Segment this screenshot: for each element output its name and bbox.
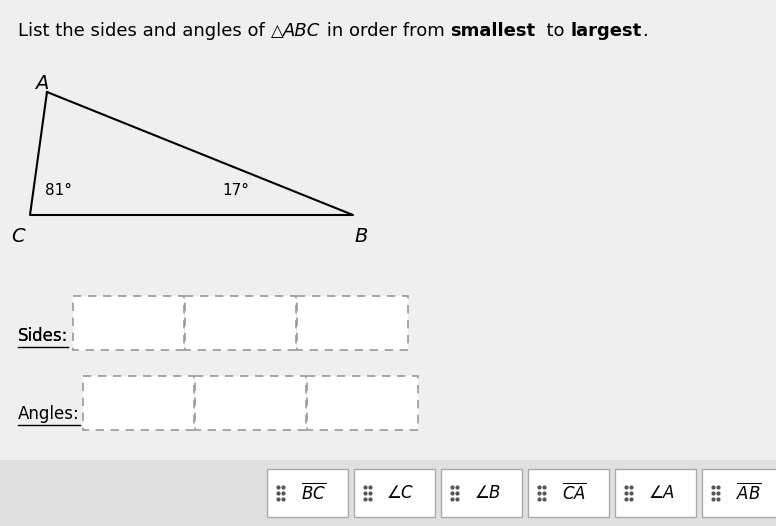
FancyBboxPatch shape	[354, 469, 435, 517]
Text: .: .	[642, 22, 647, 40]
FancyBboxPatch shape	[83, 376, 194, 430]
Text: Angles:: Angles:	[18, 405, 80, 423]
Text: Sides:: Sides:	[18, 327, 68, 345]
Text: 17°: 17°	[222, 183, 249, 198]
Text: $\angle\mathit{B}$: $\angle\mathit{B}$	[474, 484, 501, 502]
Text: A: A	[36, 74, 49, 93]
FancyBboxPatch shape	[0, 460, 776, 526]
FancyBboxPatch shape	[528, 469, 609, 517]
Text: $\angle\mathit{A}$: $\angle\mathit{A}$	[648, 484, 675, 502]
Text: C: C	[11, 227, 25, 246]
FancyBboxPatch shape	[702, 469, 776, 517]
Text: B: B	[355, 227, 368, 246]
Text: $\overline{\mathit{BC}}$: $\overline{\mathit{BC}}$	[301, 482, 326, 503]
FancyBboxPatch shape	[195, 376, 306, 430]
FancyBboxPatch shape	[441, 469, 522, 517]
Text: △: △	[271, 22, 283, 40]
Text: in order from: in order from	[320, 22, 450, 40]
Text: ABC: ABC	[283, 22, 320, 40]
Text: List the sides and angles of: List the sides and angles of	[18, 22, 271, 40]
FancyBboxPatch shape	[185, 296, 296, 350]
FancyBboxPatch shape	[73, 296, 184, 350]
FancyBboxPatch shape	[267, 469, 348, 517]
Text: Sides:: Sides:	[18, 327, 68, 345]
FancyBboxPatch shape	[615, 469, 696, 517]
FancyBboxPatch shape	[307, 376, 418, 430]
Text: largest: largest	[570, 22, 642, 40]
Text: 81°: 81°	[45, 183, 72, 198]
Text: $\overline{\mathit{AB}}$: $\overline{\mathit{AB}}$	[736, 482, 761, 503]
FancyBboxPatch shape	[297, 296, 408, 350]
Text: $\angle\mathit{C}$: $\angle\mathit{C}$	[386, 484, 414, 502]
Text: to: to	[535, 22, 570, 40]
Text: $\overline{\mathit{CA}}$: $\overline{\mathit{CA}}$	[562, 482, 587, 503]
Text: smallest: smallest	[450, 22, 535, 40]
